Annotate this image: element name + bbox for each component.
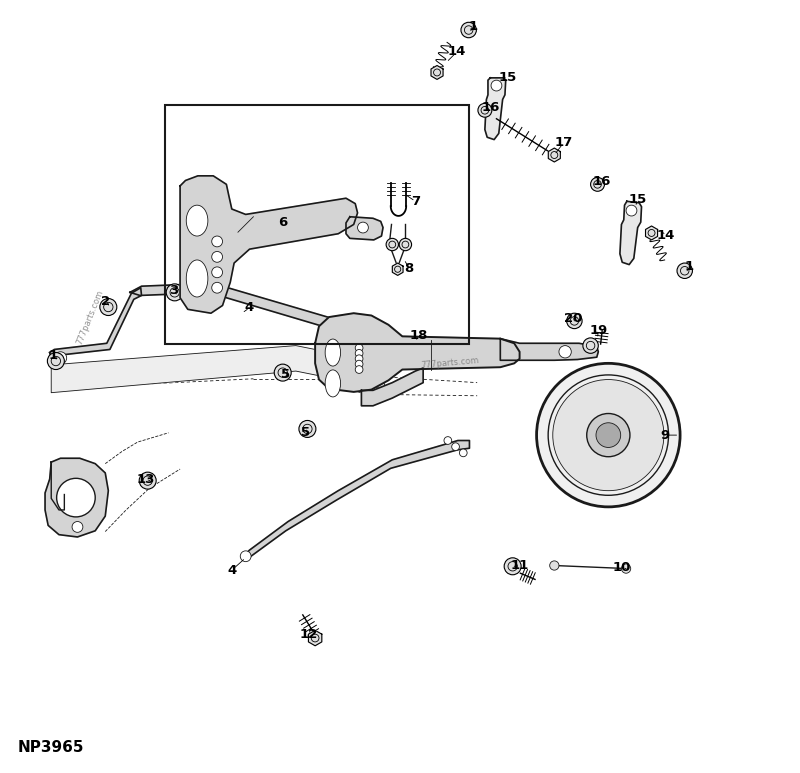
Text: 4: 4 bbox=[227, 564, 237, 577]
Circle shape bbox=[583, 338, 598, 353]
Text: 4: 4 bbox=[245, 301, 254, 315]
Circle shape bbox=[677, 263, 693, 278]
Circle shape bbox=[54, 352, 66, 364]
Polygon shape bbox=[548, 148, 560, 162]
Circle shape bbox=[139, 472, 156, 489]
Polygon shape bbox=[392, 263, 403, 275]
Polygon shape bbox=[431, 66, 443, 80]
Circle shape bbox=[553, 380, 664, 491]
Text: 777parts.com: 777parts.com bbox=[421, 356, 479, 370]
Circle shape bbox=[586, 414, 630, 457]
Text: 12: 12 bbox=[300, 628, 318, 642]
Circle shape bbox=[559, 346, 571, 358]
Circle shape bbox=[166, 284, 183, 301]
Circle shape bbox=[566, 313, 582, 329]
Text: 18: 18 bbox=[410, 329, 428, 342]
Circle shape bbox=[212, 282, 222, 293]
Polygon shape bbox=[620, 201, 642, 264]
Text: 10: 10 bbox=[613, 561, 631, 574]
Circle shape bbox=[355, 366, 363, 373]
Circle shape bbox=[274, 364, 291, 381]
Polygon shape bbox=[500, 339, 598, 360]
Polygon shape bbox=[315, 313, 519, 392]
Text: 13: 13 bbox=[136, 472, 154, 485]
Bar bbox=[165, 105, 470, 344]
Text: 6: 6 bbox=[278, 216, 287, 230]
Polygon shape bbox=[50, 288, 142, 359]
Circle shape bbox=[355, 355, 363, 363]
Circle shape bbox=[100, 298, 117, 315]
Circle shape bbox=[212, 236, 222, 247]
Circle shape bbox=[550, 561, 559, 570]
Polygon shape bbox=[45, 458, 108, 537]
Circle shape bbox=[596, 423, 621, 448]
Text: NP3965: NP3965 bbox=[18, 741, 85, 755]
Text: 11: 11 bbox=[510, 559, 529, 572]
Circle shape bbox=[504, 558, 521, 575]
Circle shape bbox=[478, 104, 492, 117]
Text: 15: 15 bbox=[629, 193, 646, 206]
Circle shape bbox=[461, 22, 476, 38]
Text: 8: 8 bbox=[405, 262, 414, 275]
Circle shape bbox=[72, 522, 83, 533]
Circle shape bbox=[537, 363, 680, 507]
Circle shape bbox=[491, 80, 502, 91]
Circle shape bbox=[590, 177, 605, 191]
Circle shape bbox=[444, 437, 452, 444]
Text: 19: 19 bbox=[590, 324, 608, 337]
Circle shape bbox=[299, 421, 316, 438]
Text: 777parts.com: 777parts.com bbox=[74, 288, 105, 346]
Text: 7: 7 bbox=[411, 195, 420, 208]
Polygon shape bbox=[180, 175, 358, 313]
Circle shape bbox=[399, 238, 411, 250]
Text: 2: 2 bbox=[101, 295, 110, 308]
Circle shape bbox=[622, 564, 630, 574]
Circle shape bbox=[452, 443, 459, 451]
Text: 16: 16 bbox=[481, 100, 499, 114]
Polygon shape bbox=[485, 78, 506, 140]
Text: 5: 5 bbox=[282, 368, 290, 380]
Ellipse shape bbox=[325, 339, 341, 366]
Circle shape bbox=[386, 238, 398, 250]
Ellipse shape bbox=[325, 370, 341, 397]
Circle shape bbox=[355, 349, 363, 357]
Polygon shape bbox=[242, 441, 470, 560]
Circle shape bbox=[355, 360, 363, 368]
Polygon shape bbox=[309, 630, 322, 645]
Text: 14: 14 bbox=[657, 229, 675, 242]
Polygon shape bbox=[130, 284, 381, 349]
Text: 14: 14 bbox=[448, 45, 466, 58]
Text: 15: 15 bbox=[499, 71, 517, 84]
Circle shape bbox=[626, 205, 637, 216]
Polygon shape bbox=[346, 216, 383, 240]
Text: 3: 3 bbox=[170, 284, 178, 297]
Circle shape bbox=[212, 251, 222, 262]
Ellipse shape bbox=[186, 205, 208, 236]
Polygon shape bbox=[51, 346, 385, 393]
Ellipse shape bbox=[186, 260, 208, 297]
Text: 1: 1 bbox=[685, 261, 694, 274]
Text: 16: 16 bbox=[593, 175, 611, 188]
Circle shape bbox=[459, 449, 467, 457]
Circle shape bbox=[47, 352, 64, 369]
Text: 5: 5 bbox=[302, 426, 310, 439]
Text: 17: 17 bbox=[554, 136, 573, 149]
Circle shape bbox=[355, 344, 363, 352]
Circle shape bbox=[358, 222, 368, 233]
Circle shape bbox=[212, 267, 222, 278]
Text: 9: 9 bbox=[660, 428, 670, 441]
Text: 1: 1 bbox=[469, 19, 478, 32]
Polygon shape bbox=[362, 368, 423, 406]
Polygon shape bbox=[646, 226, 658, 240]
Circle shape bbox=[57, 478, 95, 517]
Text: 20: 20 bbox=[565, 312, 582, 325]
Text: 1: 1 bbox=[48, 349, 58, 362]
Circle shape bbox=[240, 551, 251, 562]
